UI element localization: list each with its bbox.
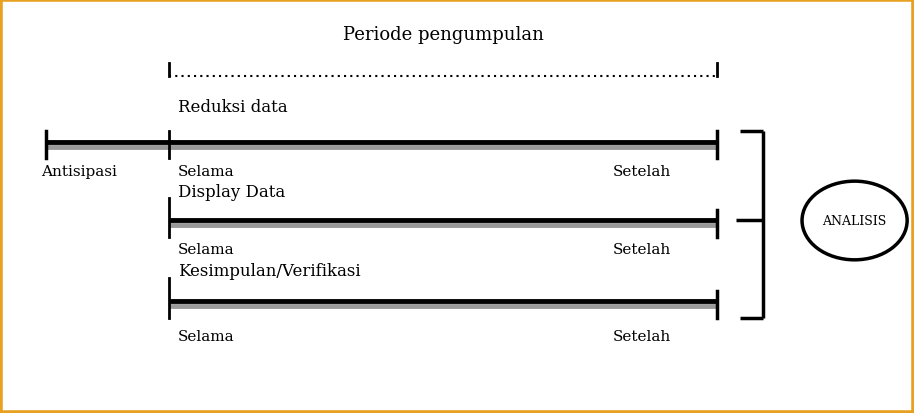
Text: Setelah: Setelah [612,164,671,178]
Text: Display Data: Display Data [178,183,285,201]
Ellipse shape [802,182,907,260]
Text: Setelah: Setelah [612,330,671,344]
Text: Kesimpulan/Verifikasi: Kesimpulan/Verifikasi [178,262,361,279]
Text: Selama: Selama [178,164,235,178]
Text: Periode pengumpulan: Periode pengumpulan [343,26,544,44]
Text: Antisipasi: Antisipasi [41,164,117,178]
Text: Setelah: Setelah [612,243,671,257]
Text: ANALISIS: ANALISIS [823,214,887,228]
Text: Reduksi data: Reduksi data [178,99,288,116]
Text: Selama: Selama [178,330,235,344]
Text: Selama: Selama [178,243,235,257]
